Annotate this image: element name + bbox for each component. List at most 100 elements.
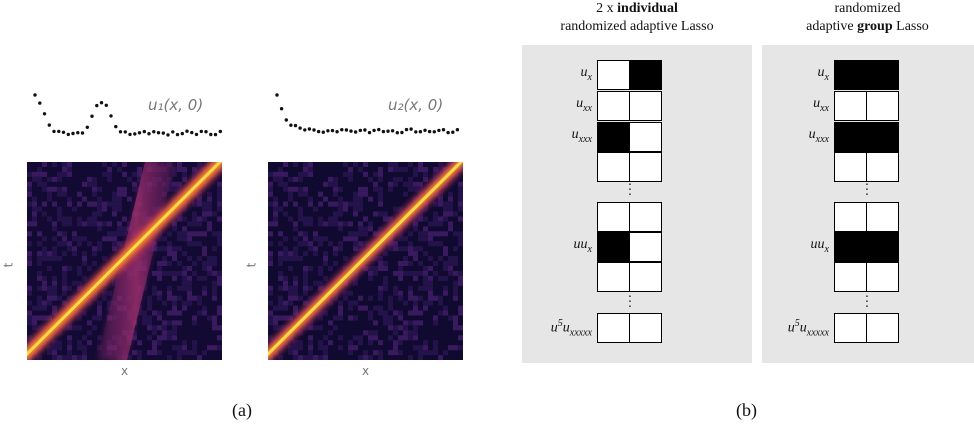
heatmap-cell [333, 251, 338, 257]
heatmap-cell [52, 295, 57, 301]
heatmap-cell [187, 236, 192, 242]
heatmap-cell [217, 270, 222, 276]
vertical-ellipsis-icon: · · · [627, 178, 633, 203]
heatmap-cell [428, 266, 433, 271]
heatmap-cell [202, 275, 207, 281]
heatmap-cell [142, 310, 147, 316]
heatmap-cell [47, 186, 52, 192]
heatmap-cell [167, 355, 172, 360]
profile-dot [414, 130, 418, 134]
heatmap-cell [368, 196, 373, 202]
heatmap-cell [328, 241, 333, 247]
heatmap-cell [167, 295, 172, 301]
heatmap-cell [117, 191, 122, 197]
heatmap-cell [333, 186, 338, 192]
heatmap-cell [353, 191, 358, 197]
heatmap-cell [147, 325, 152, 331]
heatmap-cell [52, 201, 57, 207]
heatmap-cell [207, 315, 212, 321]
heatmap-cell [298, 340, 303, 346]
heatmap-cell [202, 251, 207, 257]
heatmap-cell [32, 325, 37, 331]
heatmap-cell [398, 167, 403, 172]
profile-dot [284, 118, 288, 122]
heatmap-cell [112, 206, 117, 212]
heatmap-cell [122, 226, 127, 232]
heatmap-cell [273, 211, 278, 217]
heatmap-cell [303, 266, 308, 271]
selection-cell [629, 313, 662, 343]
vertical-ellipsis-icon: · · · [627, 290, 633, 315]
heatmap-cell [82, 251, 87, 257]
heatmap-cell [192, 171, 197, 177]
heatmap-cell [27, 191, 32, 197]
heatmap-cell [207, 211, 212, 217]
caption-a: (a) [232, 400, 252, 420]
heatmap-cell [373, 305, 378, 311]
heatmap-cell [207, 196, 212, 202]
heatmap-cell [177, 285, 182, 291]
heatmap-cell [283, 285, 288, 291]
heatmap-cell [192, 231, 197, 237]
heatmap-cell [413, 181, 418, 187]
heatmap-cell [212, 290, 217, 296]
heatmap-cell [423, 340, 428, 346]
selection-cell [629, 152, 662, 182]
heatmap-cell [438, 241, 443, 247]
heatmap-cell [278, 355, 283, 360]
profile-dot [85, 125, 89, 129]
heatmap-cell [157, 261, 162, 266]
heatmap-cell [293, 251, 298, 257]
heatmap-cell [453, 315, 458, 321]
heatmap-cell [177, 246, 182, 252]
heatmap-cell [57, 206, 62, 212]
heatmap-cell [212, 261, 217, 266]
heatmap-cell [453, 280, 458, 286]
heatmap-cell [62, 186, 67, 192]
heatmap-cell [338, 315, 343, 321]
heatmap-cell [283, 275, 288, 281]
heatmap-cell [187, 295, 192, 301]
heatmap-cell [398, 350, 403, 356]
heatmap-cell [187, 241, 192, 247]
heatmap-cell [197, 241, 202, 247]
heatmap-cell [192, 320, 197, 326]
heatmap-cell [97, 211, 102, 217]
heatmap-cell [47, 295, 52, 301]
heatmap-cell [408, 181, 413, 187]
heatmap-cell [328, 320, 333, 326]
heatmap-cell [182, 285, 187, 291]
heatmap-cell [92, 261, 97, 266]
profile-dot [42, 112, 47, 116]
heatmap-cell [353, 196, 358, 202]
profile-dot [344, 128, 349, 132]
heatmap-cell [182, 266, 187, 271]
heatmap-cell [408, 246, 413, 252]
heatmap-cell [373, 335, 378, 341]
heatmap-cell [172, 320, 177, 326]
heatmap-cell [72, 236, 77, 242]
heatmap-cell [458, 270, 463, 276]
heatmap-cell [388, 325, 393, 331]
heatmap-cell [52, 345, 57, 351]
initial-profile-u1-plot [33, 93, 222, 137]
heatmap-cell [323, 196, 328, 202]
heatmap-cell [383, 285, 388, 291]
heatmap-cell [112, 231, 117, 237]
profile-dot [104, 103, 109, 107]
heatmap-cell [398, 261, 403, 266]
heatmap-cell [368, 340, 373, 346]
profile-dot [363, 128, 367, 132]
heatmap-cell [413, 171, 418, 177]
heatmap-cell [82, 256, 87, 261]
heatmap-cell [132, 186, 137, 192]
heatmap-cell [298, 355, 303, 360]
heatmap-cell [27, 315, 32, 321]
profile-dot [423, 128, 427, 132]
heatmap-cell [42, 236, 47, 242]
heatmap-cell [177, 310, 182, 316]
heatmap-cell [102, 290, 107, 296]
heatmap-cell [393, 162, 398, 167]
heatmap-cell [428, 280, 433, 286]
heatmap-cell [373, 350, 378, 356]
